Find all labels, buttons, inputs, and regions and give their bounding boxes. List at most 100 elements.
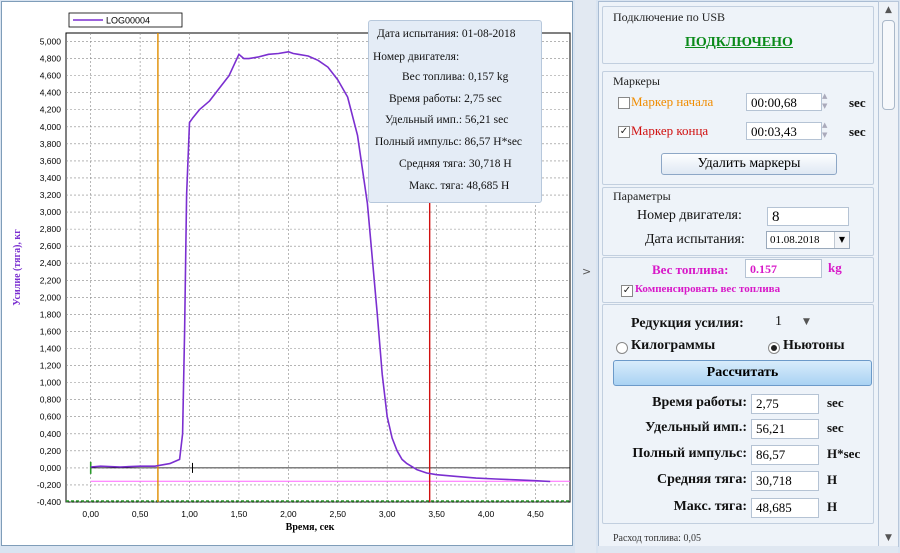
x-tick-label: 2,00	[280, 509, 297, 519]
chart-panel: 5,000 4,800 4,600 4,400 4,200 4,000 3,800 3,600…	[1, 1, 573, 546]
y-tick-label: 0,400	[40, 429, 62, 439]
result-label: Макс. тяга:	[673, 499, 747, 514]
result-unit: sec	[827, 420, 844, 435]
usb-status[interactable]: ПОДКЛЮЧЕНО	[685, 35, 793, 50]
end-marker-checkbox[interactable]: ✓	[618, 126, 630, 138]
y-tick-label: 2,800	[40, 224, 62, 234]
y-tick-label: 4,800	[40, 54, 62, 64]
params-group	[602, 187, 874, 256]
x-tick-label: 1,50	[231, 509, 248, 519]
end-marker-spin-up-icon[interactable]: ▲	[822, 121, 828, 129]
end-marker-unit: sec	[849, 124, 866, 139]
test-date-picker[interactable]: 01.08.2018 ▼	[766, 231, 850, 249]
start-marker-spin-up-icon[interactable]: ▲	[822, 92, 828, 100]
start-marker-unit: sec	[849, 95, 866, 110]
x-tick-label: 4,00	[478, 509, 495, 519]
y-tick-label: 1,400	[40, 344, 62, 354]
info-date: Дата испытания: 01-08-2018	[377, 28, 516, 40]
info-max-thrust: Макс. тяга: 48,685 Н	[409, 180, 510, 192]
kilograms-radio[interactable]	[616, 342, 628, 354]
expand-arrow-icon[interactable]: >	[582, 265, 592, 278]
y-tick-label: 3,800	[40, 139, 62, 149]
end-marker-time-input[interactable]: 00:03,43	[746, 122, 822, 140]
markers-group-title: Маркеры	[613, 74, 660, 88]
newtons-radio[interactable]	[768, 342, 780, 354]
result-value-input[interactable]: 48,685	[751, 498, 819, 518]
y-tick-label: 4,200	[40, 105, 62, 115]
scroll-up-icon[interactable]: ▲	[885, 5, 892, 15]
y-tick-label: 1,000	[40, 378, 62, 388]
info-total-impulse: Полный импульс: 86,57 H*sec	[375, 136, 523, 148]
fuel-weight-label: Вес топлива:	[652, 262, 729, 277]
x-tick-label: 1,00	[181, 509, 198, 519]
test-date-label: Дата испытания:	[645, 232, 745, 247]
end-marker-spin-down-icon[interactable]: ▼	[822, 131, 828, 139]
test-date-value: 01.08.2018	[770, 234, 820, 246]
panel-splitter[interactable]	[575, 0, 596, 553]
y-tick-label: 3,200	[40, 190, 62, 200]
bottom-strip	[598, 546, 898, 553]
start-marker-time-input[interactable]: 00:00,68	[746, 93, 822, 111]
result-unit: sec	[827, 395, 844, 410]
engine-number-input[interactable]: 8	[767, 207, 849, 226]
y-tick-label: 0,000	[40, 463, 62, 473]
result-label: Полный импульс:	[632, 446, 747, 461]
delete-markers-button[interactable]: Удалить маркеры	[661, 153, 837, 175]
kilograms-label[interactable]: Килограммы	[631, 338, 716, 353]
legend-box	[68, 12, 183, 28]
reduction-dropdown-icon[interactable]: ▼	[803, 317, 810, 327]
engine-number-label: Номер двигателя:	[637, 208, 742, 223]
y-tick-label: 4,400	[40, 88, 62, 98]
y-tick-label: 2,400	[40, 258, 62, 268]
calculate-button[interactable]: Рассчитать	[613, 360, 872, 386]
series-line	[90, 50, 551, 483]
compensate-fuel-label[interactable]: Компенсировать вес топлива	[635, 283, 781, 295]
y-tick-label: 0,200	[40, 446, 62, 456]
fuel-weight-input[interactable]: 0.157	[745, 259, 822, 278]
end-marker-label[interactable]: Маркер конца	[631, 123, 709, 138]
result-value-input[interactable]: 56,21	[751, 419, 819, 439]
date-dropdown-icon[interactable]: ▼	[834, 232, 849, 248]
compensate-fuel-checkbox[interactable]: ✓	[621, 285, 633, 297]
x-tick-label: 3,50	[428, 509, 445, 519]
start-marker-label[interactable]: Маркер начала	[631, 94, 714, 109]
result-value-input[interactable]: 86,57	[751, 445, 819, 465]
start-marker-spin-down-icon[interactable]: ▼	[822, 102, 828, 110]
fuel-group	[602, 257, 874, 303]
start-marker-checkbox[interactable]	[618, 97, 630, 109]
y-tick-label: 2,000	[40, 292, 62, 302]
result-unit: H	[827, 499, 838, 514]
scroll-thumb[interactable]	[882, 20, 895, 110]
params-group-title: Параметры	[613, 189, 671, 203]
info-fuel: Вес топлива: 0,157 kg	[402, 71, 509, 83]
x-tick-label: 2,50	[329, 509, 346, 519]
y-axis-title: Усилие (тяга), кг	[12, 229, 23, 306]
y-tick-label: 5,000	[40, 37, 62, 47]
y-tick-label: 2,600	[40, 241, 62, 251]
force-reduction-value[interactable]: 1	[775, 314, 782, 329]
legend-label: LOG00004	[106, 16, 150, 26]
control-panel: Подключение по USB ПОДКЛЮЧЕНО Маркеры Ма…	[598, 1, 880, 547]
info-specific-impulse: Удельный имп.: 56,21 sec	[385, 114, 509, 126]
scroll-down-icon[interactable]: ▼	[885, 533, 892, 543]
y-tick-label: 4,600	[40, 71, 62, 81]
calc-group	[602, 304, 874, 524]
result-value-input[interactable]: 2,75	[751, 394, 819, 414]
x-tick-label: 0,50	[132, 509, 149, 519]
markers-group	[602, 71, 874, 185]
control-panel-scrollbar[interactable]: ▲ ▼	[878, 1, 899, 547]
result-unit: H	[827, 472, 838, 487]
y-tick-label: 3,400	[40, 173, 62, 183]
y-tick-label: 1,800	[40, 309, 62, 319]
newtons-label[interactable]: Ньютоны	[783, 338, 845, 353]
y-tick-label: 3,000	[40, 207, 62, 217]
result-value-input[interactable]: 30,718	[751, 471, 819, 491]
y-tick-label: -0,400	[37, 497, 61, 507]
fuel-weight-unit: kg	[828, 260, 842, 275]
y-tick-label: 0,800	[40, 395, 62, 405]
x-tick-label: 4,50	[527, 509, 544, 519]
y-tick-label: 1,600	[40, 326, 62, 336]
x-tick-label: 3,00	[379, 509, 396, 519]
x-tick-label: 0,00	[82, 509, 99, 519]
result-label: Средняя тяга:	[656, 472, 747, 487]
